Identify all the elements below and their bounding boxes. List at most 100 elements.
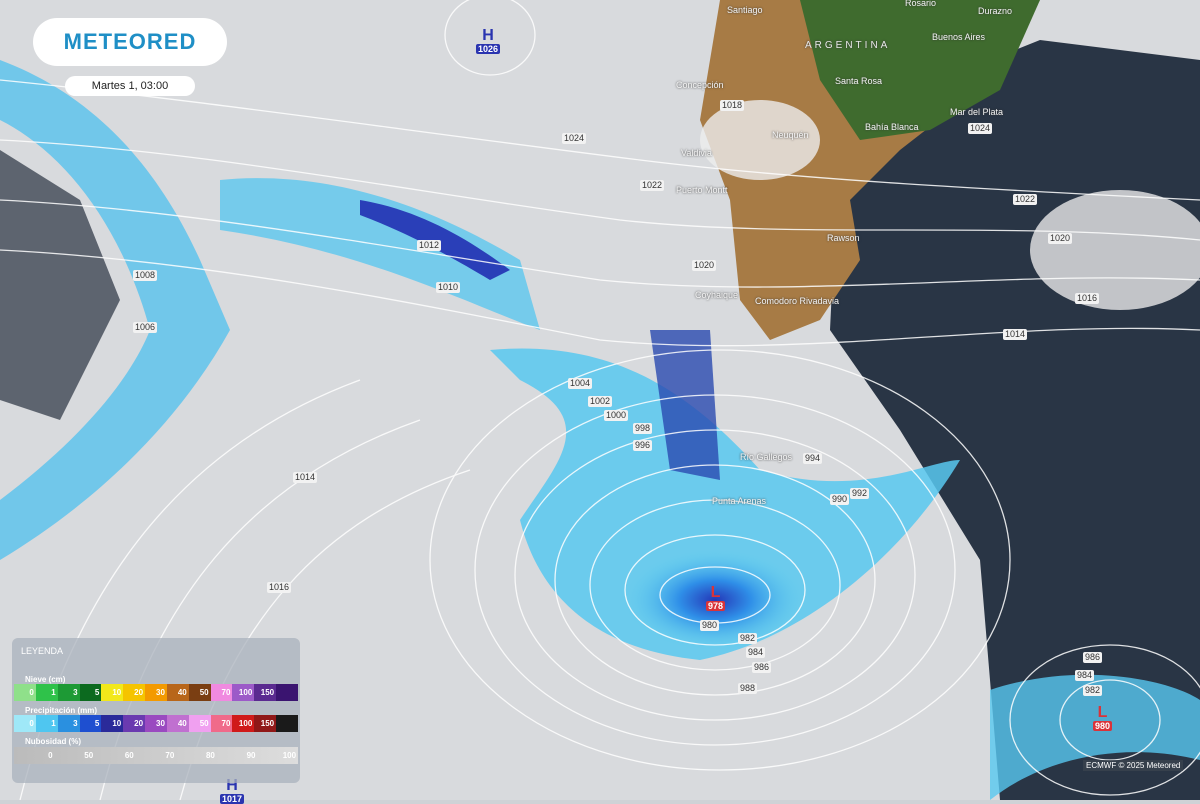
isobar-label: 1024 — [562, 133, 587, 144]
isobar-label: 1016 — [1075, 293, 1100, 304]
city-label: Santiago — [727, 5, 763, 15]
isobar-label: 990 — [830, 494, 850, 505]
legend-step: 20 — [123, 715, 146, 732]
isobar-label: 1020 — [1048, 233, 1073, 244]
isobar-label: 1018 — [720, 100, 745, 111]
legend-step: 30 — [145, 684, 167, 701]
city-label: Punta Arenas — [712, 496, 767, 506]
city-label: Mar del Plata — [950, 107, 1004, 117]
isobar-label: 982 — [738, 633, 758, 644]
isobar-label: 992 — [850, 488, 870, 499]
legend-step: 80 — [205, 751, 215, 760]
legend-step: 90 — [246, 751, 256, 760]
isobar-label: 986 — [752, 662, 772, 673]
isobar-label: 988 — [738, 683, 758, 694]
isobar-label: 1006 — [133, 322, 158, 333]
precip-low — [490, 348, 960, 660]
cloud-legend-label: Nubosidad (%) — [25, 737, 81, 746]
city-label: Rawson — [827, 233, 860, 243]
legend-step: 1 — [35, 684, 58, 701]
legend-step: 30 — [145, 715, 167, 732]
country-label: ARGENTINA — [805, 40, 891, 51]
precip-color-scale: 0 1 3 5 10 20 30 40 50 70 100 150 — [14, 715, 298, 732]
forecast-datetime: Martes 1, 03:00 — [65, 76, 195, 96]
city-label: Valdivia — [681, 148, 712, 158]
legend-step: 100 — [232, 684, 255, 701]
legend-step: 1 — [35, 715, 58, 732]
isobar-label: 996 — [633, 440, 653, 451]
city-label: Durazno — [978, 6, 1013, 16]
legend-step: 10 — [101, 715, 124, 732]
legend-step — [276, 684, 298, 701]
legend-step: 10 — [101, 684, 124, 701]
isobar-label: 1010 — [436, 282, 461, 293]
snow-color-scale: 0 1 3 5 10 20 30 40 50 70 100 150 — [14, 684, 298, 701]
isobar-label: 1004 — [568, 378, 593, 389]
isobar-label: 994 — [803, 453, 823, 464]
isobar-label: 1024 — [968, 123, 993, 134]
cloud-color-scale: 0 50 60 70 80 90 100 — [14, 747, 298, 764]
legend-step: 100 — [232, 715, 255, 732]
legend-step: 60 — [124, 751, 134, 760]
legend-step: 50 — [188, 715, 211, 732]
legend-step: 40 — [166, 715, 189, 732]
isobar-label: 982 — [1083, 685, 1103, 696]
city-label: Coyhaique — [695, 290, 739, 300]
legend-title: LEYENDA — [21, 646, 64, 656]
isobar-label: 986 — [1083, 652, 1103, 663]
legend-step: 70 — [165, 751, 175, 760]
isobar-label: 1016 — [267, 582, 292, 593]
credit-text: ECMWF © 2025 Meteored — [1083, 760, 1184, 771]
legend-step: 3 — [57, 715, 80, 732]
isobar-label: 980 — [700, 620, 720, 631]
city-label: Bahía Blanca — [865, 122, 919, 132]
map-legend: LEYENDA Nieve (cm) 0 1 3 5 10 20 30 40 50 70 100 15… — [12, 638, 300, 783]
legend-step: 0 — [48, 751, 53, 760]
isobar-label: 1002 — [588, 396, 613, 407]
low-pressure-center: L 980 — [1093, 704, 1113, 731]
city-label: Santa Rosa — [835, 76, 883, 86]
precip-band — [220, 178, 540, 330]
legend-step: 0 — [14, 684, 36, 701]
legend-step: 150 — [254, 715, 277, 732]
legend-step: 100 — [282, 751, 297, 760]
isobar-label: 1008 — [133, 270, 158, 281]
legend-step — [276, 715, 298, 732]
city-label: Comodoro Rivadavia — [755, 296, 840, 306]
city-label: Neuquén — [772, 130, 809, 140]
legend-step: 5 — [79, 684, 102, 701]
isobar-label: 1012 — [417, 240, 442, 251]
isobar-label: 1020 — [692, 260, 717, 271]
snow-legend-label: Nieve (cm) — [25, 675, 66, 684]
legend-step: 0 — [14, 715, 36, 732]
isobar-label: 984 — [746, 647, 766, 658]
legend-step: 50 — [188, 684, 211, 701]
isobar-label: 1022 — [640, 180, 665, 191]
isobar-label: 1022 — [1013, 194, 1038, 205]
legend-step: 3 — [57, 684, 80, 701]
high-pressure-center: H 1017 — [220, 777, 245, 804]
city-label: Río Gallegos — [740, 452, 793, 462]
land-pampas — [800, 0, 1040, 140]
legend-step: 70 — [210, 715, 233, 732]
legend-step: 20 — [123, 684, 146, 701]
isobar-label: 1014 — [1003, 329, 1028, 340]
isobar-label: 984 — [1075, 670, 1095, 681]
high-pressure-center: H 1026 — [476, 27, 501, 54]
city-label: Concepción — [676, 80, 724, 90]
legend-step: 70 — [210, 684, 233, 701]
legend-step: 50 — [84, 751, 94, 760]
city-label: Rosario — [905, 0, 937, 8]
legend-step: 5 — [79, 715, 102, 732]
precip-legend-label: Precipitación (mm) — [25, 706, 98, 715]
isobar-label: 998 — [633, 423, 653, 434]
isobar-label: 1000 — [604, 410, 629, 421]
isobar-label: 1014 — [293, 472, 318, 483]
meteored-logo: METEORED — [33, 18, 227, 66]
city-label: Puerto Montt — [676, 185, 728, 195]
city-label: Buenos Aires — [932, 32, 986, 42]
legend-step: 40 — [166, 684, 189, 701]
low-pressure-center: L 978 — [706, 584, 726, 611]
legend-step: 150 — [254, 684, 277, 701]
